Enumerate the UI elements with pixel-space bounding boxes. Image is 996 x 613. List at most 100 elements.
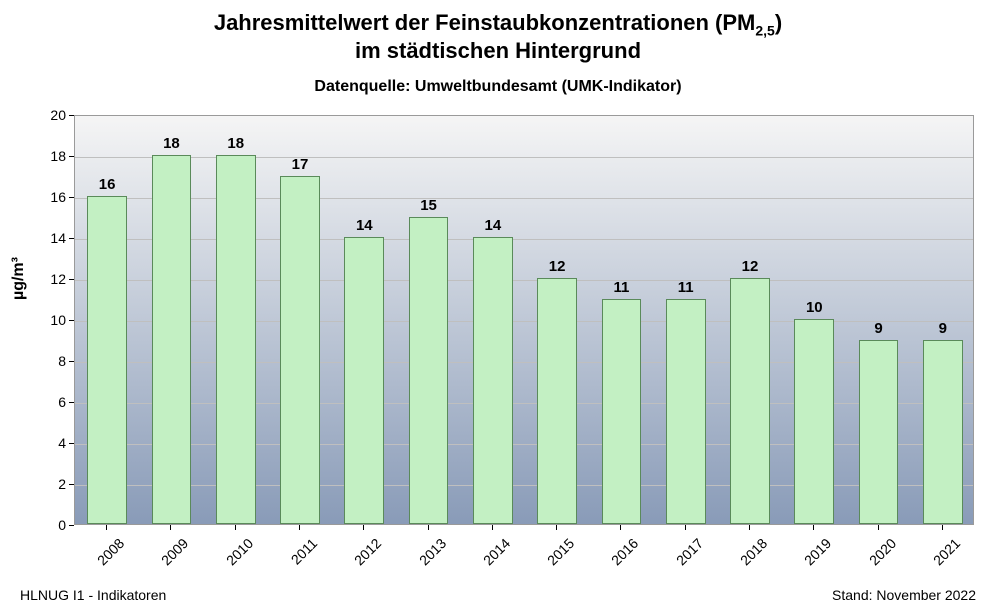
chart-container: Jahresmittelwert der Feinstaubkonzentrat… (0, 0, 996, 613)
y-tick-label: 0 (40, 517, 66, 533)
grid-line (75, 198, 973, 199)
x-tick-mark (813, 525, 814, 530)
y-tick-label: 6 (40, 394, 66, 410)
chart-subtitle: Datenquelle: Umweltbundesamt (UMK-Indika… (0, 78, 996, 96)
footer-right: Stand: November 2022 (832, 587, 976, 603)
x-tick-label: 2014 (474, 535, 514, 575)
grid-line (75, 403, 973, 404)
bar (87, 196, 127, 524)
grid-line (75, 157, 973, 158)
bar (537, 278, 577, 524)
y-tick-label: 18 (40, 148, 66, 164)
x-tick-mark (235, 525, 236, 530)
bar-value-label: 14 (344, 217, 384, 234)
bar (794, 319, 834, 524)
chart-title-line1: Jahresmittelwert der Feinstaubkonzentrat… (0, 10, 996, 38)
y-tick-mark (69, 238, 74, 239)
x-tick-label: 2017 (666, 535, 706, 575)
bar-value-label: 9 (923, 320, 963, 337)
title-post: ) (775, 10, 782, 35)
y-tick-mark (69, 443, 74, 444)
x-tick-label: 2012 (345, 535, 385, 575)
y-tick-label: 20 (40, 107, 66, 123)
y-tick-mark (69, 525, 74, 526)
x-tick-mark (106, 525, 107, 530)
y-tick-mark (69, 484, 74, 485)
y-tick-mark (69, 402, 74, 403)
x-tick-label: 2009 (152, 535, 192, 575)
grid-line (75, 280, 973, 281)
x-tick-mark (428, 525, 429, 530)
x-tick-label: 2019 (795, 535, 835, 575)
grid-line (75, 485, 973, 486)
bar-value-label: 18 (151, 135, 191, 152)
chart-title-line2: im städtischen Hintergrund (0, 38, 996, 64)
x-tick-label: 2021 (924, 535, 964, 575)
x-tick-mark (170, 525, 171, 530)
x-tick-mark (299, 525, 300, 530)
x-tick-label: 2011 (281, 535, 321, 575)
bar (216, 155, 256, 524)
bar-value-label: 10 (794, 299, 834, 316)
x-tick-label: 2013 (409, 535, 449, 575)
bar-value-label: 11 (666, 279, 706, 296)
footer-left: HLNUG I1 - Indikatoren (20, 587, 166, 603)
y-tick-mark (69, 156, 74, 157)
title-pre: Jahresmittelwert der Feinstaubkonzentrat… (214, 10, 756, 35)
bar-value-label: 17 (280, 156, 320, 173)
bar (409, 217, 449, 525)
grid-line (75, 239, 973, 240)
bar (730, 278, 770, 524)
y-tick-label: 4 (40, 435, 66, 451)
bar-value-label: 18 (216, 135, 256, 152)
title-block: Jahresmittelwert der Feinstaubkonzentrat… (0, 0, 996, 96)
title-sub: 2,5 (755, 22, 774, 38)
x-tick-mark (620, 525, 621, 530)
x-tick-label: 2010 (216, 535, 256, 575)
bar-value-label: 11 (601, 279, 641, 296)
x-tick-label: 2015 (538, 535, 578, 575)
plot-area: 16 18 18 17 14 15 14 12 11 11 12 10 9 9 (74, 115, 974, 525)
y-tick-mark (69, 361, 74, 362)
bar-value-label: 12 (730, 258, 770, 275)
x-tick-label: 2016 (602, 535, 642, 575)
x-tick-label: 2008 (88, 535, 128, 575)
y-tick-label: 10 (40, 312, 66, 328)
bar (923, 340, 963, 525)
y-tick-label: 12 (40, 271, 66, 287)
y-tick-mark (69, 197, 74, 198)
bar (859, 340, 899, 525)
x-tick-mark (942, 525, 943, 530)
x-tick-mark (556, 525, 557, 530)
x-tick-label: 2020 (859, 535, 899, 575)
y-tick-mark (69, 279, 74, 280)
x-tick-label: 2018 (731, 535, 771, 575)
bar (344, 237, 384, 524)
bar-value-label: 14 (473, 217, 513, 234)
bar (152, 155, 192, 524)
x-tick-mark (685, 525, 686, 530)
bar (473, 237, 513, 524)
bar-value-label: 16 (87, 176, 127, 193)
y-axis-label: µg/m³ (10, 257, 28, 300)
y-tick-mark (69, 320, 74, 321)
bar (280, 176, 320, 525)
x-tick-mark (878, 525, 879, 530)
plot-wrap: 16181817141514121111121099 0246810121416… (74, 115, 974, 525)
grid-line (75, 362, 973, 363)
grid-line (75, 444, 973, 445)
bar-value-label: 9 (859, 320, 899, 337)
y-tick-label: 8 (40, 353, 66, 369)
bar-value-label: 15 (409, 197, 449, 214)
bar (666, 299, 706, 525)
y-tick-label: 16 (40, 189, 66, 205)
y-tick-label: 2 (40, 476, 66, 492)
bar-value-label: 12 (537, 258, 577, 275)
grid-line (75, 321, 973, 322)
bar (602, 299, 642, 525)
x-tick-mark (363, 525, 364, 530)
x-tick-mark (492, 525, 493, 530)
x-tick-mark (749, 525, 750, 530)
y-tick-mark (69, 115, 74, 116)
y-tick-label: 14 (40, 230, 66, 246)
